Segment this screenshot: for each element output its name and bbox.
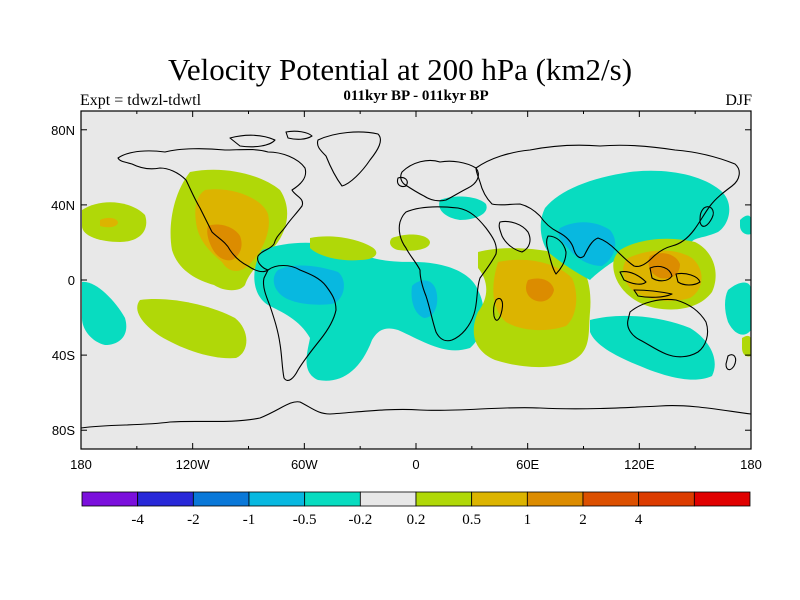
lon-tick-label: 120E <box>624 457 655 472</box>
lon-tick-label: 60W <box>291 457 318 472</box>
region-re-neg1-0.2 <box>725 282 751 335</box>
latitude-axis: 80N 40N 0 40S 80S <box>51 123 751 438</box>
colorbar-label: 0.2 <box>407 512 426 528</box>
coast-asia <box>475 144 740 268</box>
colorbar-label: 4 <box>635 512 643 528</box>
coast-arabia-india <box>498 220 567 275</box>
plot-title: Velocity Potential at 200 hPa (km2/s) <box>167 52 633 87</box>
region-sp-pos-0.2 <box>137 299 247 359</box>
colorbar-label: 1 <box>524 512 532 528</box>
lon-tick-label: 0 <box>412 457 419 472</box>
colorbar-swatch <box>526 491 584 507</box>
region-ep-neg-0.2 <box>82 281 127 345</box>
colorbar-label: 2 <box>579 512 587 528</box>
lon-tick-label: 180 <box>70 457 92 472</box>
lon-tick-label: 60E <box>516 457 539 472</box>
lat-tick-label: 40N <box>51 198 75 213</box>
coast-japan <box>699 206 714 227</box>
lat-tick-label: 80N <box>51 123 75 138</box>
region-atl-neg-0.5 <box>411 280 438 318</box>
coast-greenland <box>316 131 381 187</box>
coast-north-america <box>117 148 307 273</box>
coast-madagascar <box>493 297 504 321</box>
colorbar-swatch <box>582 491 640 507</box>
coast-antarctica <box>81 401 751 429</box>
coast-maritime <box>619 265 701 298</box>
region-re-neg2-0.2 <box>740 215 751 235</box>
lat-tick-label: 80S <box>52 423 75 438</box>
region-io-pos-1 <box>526 278 554 302</box>
plot-subtitle: 011kyr BP - 011kyr BP <box>343 88 489 104</box>
colorbar-label: -1 <box>243 512 256 528</box>
coast-arctic-islands <box>229 130 313 148</box>
colorbar-swatch <box>693 491 751 507</box>
colorbar-label: 0.5 <box>462 512 481 528</box>
colorbar-swatch <box>137 491 194 507</box>
colorbar-swatch <box>192 491 250 507</box>
colorbar-swatch <box>248 491 306 507</box>
longitude-axis: 180 120W 60W 0 60E 120E 180 <box>70 111 762 472</box>
lat-tick-label: 40S <box>52 348 75 363</box>
colorbar-swatch <box>359 491 417 507</box>
coast-australia <box>627 298 709 358</box>
colorbar-swatch <box>471 491 528 507</box>
colorbar-swatch <box>81 491 139 507</box>
coastlines <box>81 130 751 429</box>
colorbar-label: -0.2 <box>348 512 372 528</box>
colorbar-swatch <box>638 491 695 507</box>
experiment-label: Expt = tdwzl-tdwtl <box>80 92 202 109</box>
region-naf-neg-0.2 <box>439 196 487 220</box>
coast-europe <box>396 159 479 202</box>
lat-tick-label: 0 <box>68 273 75 288</box>
colorbar-swatch <box>304 491 361 507</box>
region-re-pos-0.2 <box>742 335 751 357</box>
coast-africa <box>398 206 497 342</box>
region-natl2-pos-0.2 <box>390 234 430 251</box>
colorbar-label: -4 <box>131 512 144 528</box>
map-panel <box>81 111 751 449</box>
region-aus-neg-0.2 <box>590 315 715 380</box>
coast-new-zealand <box>725 354 737 371</box>
region-cp-pos-0.5 <box>100 217 118 228</box>
colorbar-label: -2 <box>187 512 200 528</box>
colorbar-swatch <box>415 491 473 507</box>
region-natl-pos-0.2 <box>310 236 377 261</box>
lon-tick-label: 180 <box>740 457 762 472</box>
season-label: DJF <box>725 92 752 109</box>
coast-south-america <box>262 264 337 381</box>
region-sa-neg-0.5 <box>273 265 344 305</box>
colorbar: -4 -2 -1 -0.5 -0.2 0.2 0.5 1 2 4 <box>81 491 751 528</box>
colorbar-label: -0.5 <box>293 512 317 528</box>
region-asia-neg-0.5 <box>558 222 616 266</box>
region-wp-pos-1 <box>648 253 680 279</box>
lon-tick-label: 120W <box>176 457 211 472</box>
